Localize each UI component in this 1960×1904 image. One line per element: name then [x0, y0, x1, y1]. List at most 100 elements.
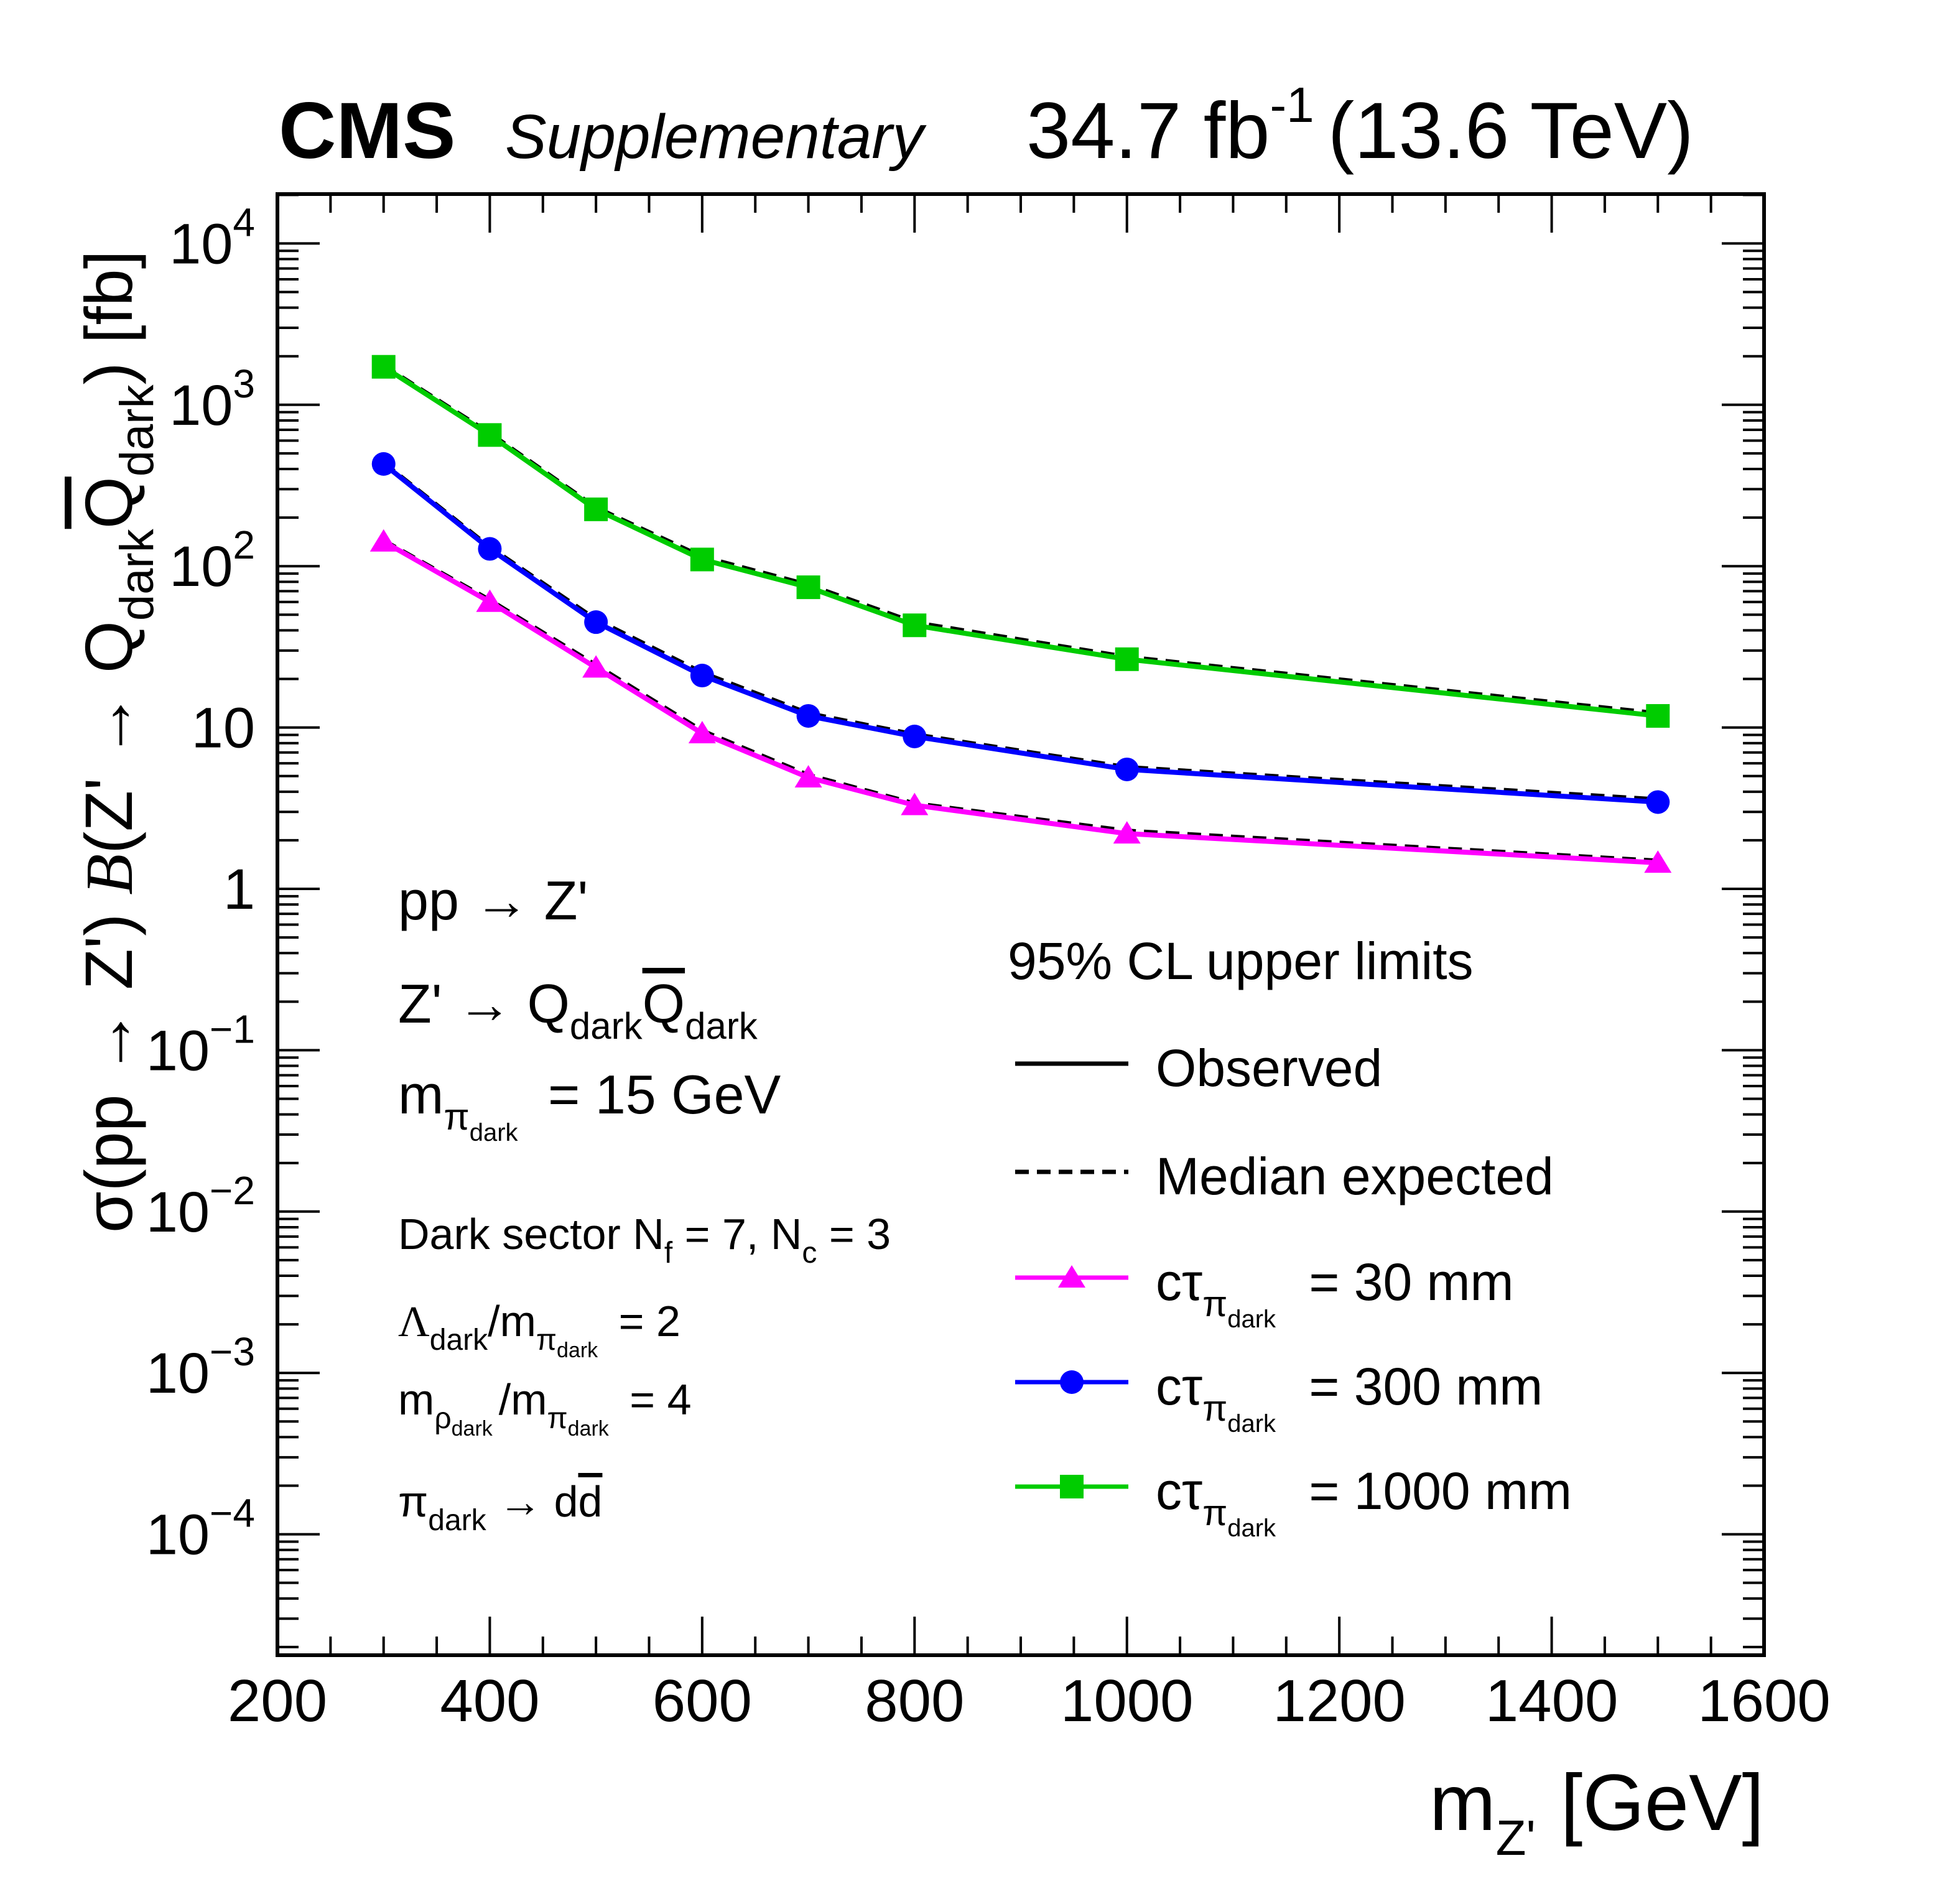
decay-sub: dark — [428, 1504, 486, 1537]
dark-sector-c: c — [802, 1237, 817, 1270]
x-label-unit: [GeV] — [1561, 1758, 1764, 1847]
dark-sector-a: Dark sector N — [398, 1210, 664, 1258]
x-tick-label: 1200 — [1273, 1668, 1406, 1734]
y-tick-base: 10 — [192, 697, 255, 760]
marker-triangle — [1644, 850, 1672, 873]
marker-square — [584, 497, 608, 521]
y-tick-exponent: 3 — [233, 361, 255, 406]
legend-1000mm-value: = 1000 mm — [1294, 1462, 1572, 1520]
observed-line-c-dark-1000-mm — [382, 365, 1658, 718]
legend-expected-label: Median expected — [1156, 1147, 1554, 1205]
y-label-part3: (Z' → Q — [71, 621, 146, 854]
rho-pi-dark: dark — [568, 1417, 610, 1441]
y-tick-base: 10 — [169, 212, 233, 276]
y-tick-exponent: −2 — [210, 1168, 255, 1213]
legend-30mm-label: cτπdark = 30 mm — [1156, 1253, 1513, 1333]
y-tick-label: 10−1 — [146, 1006, 255, 1082]
dark-sector-f: f — [664, 1237, 673, 1270]
rho-m: m — [398, 1375, 434, 1424]
y-tick-base: 10 — [146, 1019, 210, 1082]
x-tick-label: 800 — [865, 1668, 964, 1734]
y-tick-label: 10−2 — [146, 1168, 255, 1244]
y-tick-label: 1 — [223, 858, 255, 921]
luminosity-label: 34.7 fb-1 (13.6 TeV) — [1026, 77, 1694, 175]
lambda-symbol: Λ — [398, 1298, 430, 1346]
x-label-sub: Z' — [1496, 1810, 1536, 1865]
legend-observed-label: Observed — [1156, 1039, 1382, 1097]
x-tick-label: 200 — [228, 1668, 327, 1734]
legend-30mm-ctau: cτ — [1156, 1253, 1202, 1311]
y-tick-exponent: −1 — [210, 1006, 255, 1051]
marker-circle — [1115, 757, 1139, 781]
y-tick-label: 102 — [169, 522, 255, 598]
y-tick-exponent: 4 — [233, 200, 255, 244]
x-tick-label: 400 — [440, 1668, 539, 1734]
y-tick-exponent: −4 — [210, 1491, 255, 1536]
legend-1000mm-ctau: cτ — [1156, 1462, 1202, 1520]
marker-triangle — [794, 764, 822, 787]
legend-30mm-pi: π — [1202, 1284, 1227, 1324]
y-tick-label: 103 — [169, 361, 255, 437]
legend: 95% CL upper limits Observed Median expe… — [1008, 932, 1572, 1542]
marker-triangle — [901, 792, 929, 815]
pion-decay: πdark → dd — [398, 1477, 602, 1537]
legend-30mm-dark: dark — [1227, 1306, 1276, 1333]
process-decay-sub2: dark — [685, 1005, 758, 1047]
observed-line-c-dark-300-mm — [382, 462, 1658, 805]
x-label-m: m — [1429, 1758, 1496, 1847]
x-axis-label: mZ' [GeV] — [1429, 1758, 1764, 1865]
rho-symbol: ρ — [434, 1402, 451, 1435]
supplementary-label: Supplementary — [505, 102, 927, 172]
marker-triangle — [582, 655, 610, 678]
dark-sector: Dark sector Nf = 7, Nc = 3 — [398, 1210, 891, 1270]
legend-300mm-value: = 300 mm — [1294, 1357, 1543, 1416]
y-tick-base: 10 — [169, 535, 233, 598]
x-tick-labels: 200 400 600 800 1000 1200 1400 1600 — [228, 1668, 1831, 1734]
legend-30mm-marker — [1058, 1265, 1085, 1288]
y-tick-base: 10 — [146, 1181, 210, 1244]
pion-mass-value: = 15 GeV — [533, 1064, 781, 1125]
lumi-exponent: -1 — [1270, 77, 1314, 132]
y-label-sub2: dark — [111, 384, 164, 476]
marker-circle — [1646, 790, 1670, 814]
y-tick-exponent: 2 — [233, 522, 255, 567]
legend-300mm-marker — [1060, 1370, 1084, 1394]
marker-circle — [903, 725, 927, 749]
marker-triangle — [476, 589, 504, 612]
marker-triangle — [369, 529, 397, 552]
rho-value: = 4 — [618, 1375, 692, 1424]
y-tick-base: 10 — [146, 1342, 210, 1405]
x-tick-label: 600 — [653, 1668, 752, 1734]
decay-dbar: d — [578, 1477, 603, 1526]
marker-square — [371, 355, 396, 379]
dark-sector-d: = 3 — [817, 1210, 891, 1258]
lambda-value: = 2 — [606, 1297, 680, 1345]
rho-pi: π — [547, 1402, 568, 1435]
y-tick-base: 1 — [223, 858, 255, 921]
observed-line-c-dark-30-mm — [382, 539, 1658, 866]
process-decay-qbar: Q — [643, 973, 685, 1034]
pion-mass-dark: dark — [470, 1119, 519, 1146]
legend-1000mm-label: cτπdark = 1000 mm — [1156, 1462, 1572, 1542]
y-tick-base: 10 — [146, 1503, 210, 1567]
data-series — [369, 355, 1672, 873]
legend-300mm-label: cτπdark = 300 mm — [1156, 1357, 1543, 1437]
energy-label: (13.6 TeV) — [1328, 86, 1694, 175]
y-label-b: B — [73, 854, 147, 895]
y-tick-label: 104 — [169, 200, 255, 276]
lumi-value: 34.7 fb — [1026, 86, 1270, 175]
axis-ticks — [276, 193, 1765, 1655]
legend-title: 95% CL upper limits — [1008, 932, 1474, 990]
marker-circle — [584, 610, 608, 634]
legend-1000mm-dark: dark — [1227, 1515, 1276, 1542]
pion-mass-pi: π — [444, 1096, 469, 1138]
legend-1000mm-marker — [1060, 1475, 1084, 1498]
process-production: pp → Z' — [398, 870, 588, 931]
rho-dark: dark — [452, 1417, 493, 1441]
process-decay: Z' → QdarkQdark — [398, 973, 758, 1047]
y-tick-base: 10 — [169, 374, 233, 437]
decay-arrow: → d — [486, 1477, 578, 1526]
legend-300mm-pi: π — [1202, 1388, 1227, 1429]
rho-over-m: /m — [499, 1375, 547, 1424]
